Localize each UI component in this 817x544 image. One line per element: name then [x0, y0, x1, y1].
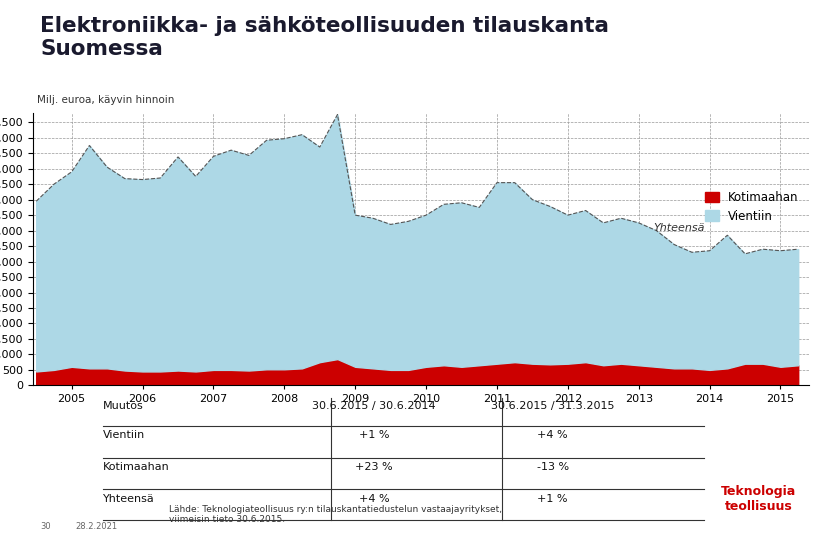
- Text: Elektroniikka- ja sähköteollisuuden tilauskanta
Suomessa: Elektroniikka- ja sähköteollisuuden tila…: [40, 16, 609, 59]
- Legend: Kotimaahan, Vientiin: Kotimaahan, Vientiin: [705, 191, 799, 222]
- Text: Yhteensä: Yhteensä: [103, 494, 154, 504]
- Text: Kotimaahan: Kotimaahan: [103, 462, 169, 472]
- Text: 28.2.2021: 28.2.2021: [75, 522, 118, 531]
- Text: +1 %: +1 %: [538, 494, 568, 504]
- Text: Vientiin: Vientiin: [103, 430, 145, 440]
- Text: 30.6.2015 / 31.3.2015: 30.6.2015 / 31.3.2015: [491, 401, 614, 411]
- Text: Muutos: Muutos: [103, 401, 143, 411]
- Text: Milj. euroa, käyvin hinnoin: Milj. euroa, käyvin hinnoin: [37, 95, 174, 105]
- Text: +23 %: +23 %: [355, 462, 393, 472]
- Text: +1 %: +1 %: [359, 430, 390, 440]
- Text: -13 %: -13 %: [537, 462, 569, 472]
- Text: Lähde: Teknologiateollisuus ry:n tilauskantatiedustelun vastaajayritykset,
viime: Lähde: Teknologiateollisuus ry:n tilausk…: [168, 505, 502, 524]
- Text: 30: 30: [40, 522, 51, 531]
- Text: Yhteensä: Yhteensä: [653, 222, 704, 233]
- Text: Teknologia
teollisuus: Teknologia teollisuus: [721, 485, 796, 512]
- Text: +4 %: +4 %: [538, 430, 568, 440]
- Text: 30.6.2015 / 30.6.2014: 30.6.2015 / 30.6.2014: [312, 401, 436, 411]
- Text: +4 %: +4 %: [359, 494, 390, 504]
